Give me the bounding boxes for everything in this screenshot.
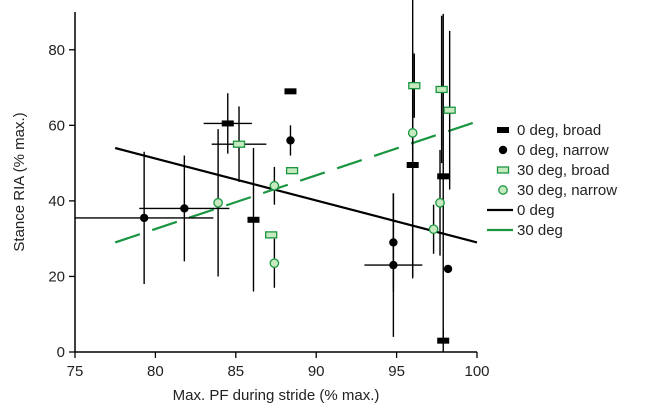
point-30-deg-narrow	[407, 128, 418, 138]
x-tick-label: 100	[464, 363, 489, 380]
point-30-deg-narrow	[269, 258, 280, 269]
point-0-deg-narrow	[389, 260, 398, 270]
point-0-deg-broad	[437, 173, 450, 180]
legend-label: 0 deg	[517, 202, 555, 219]
x-tick-label: 90	[308, 363, 325, 380]
x-tick-label: 95	[388, 363, 405, 380]
y-tick-label: 60	[48, 117, 65, 134]
error-bars	[75, 0, 451, 352]
point-0-deg-broad	[247, 216, 260, 223]
fit-line-30-deg	[114, 120, 478, 244]
legend-label: 0 deg, narrow	[517, 142, 609, 159]
x-tick-label: 85	[227, 363, 244, 380]
point-30-deg-broad	[408, 82, 421, 90]
axes	[74, 12, 477, 353]
y-tick-label: 0	[57, 344, 65, 361]
data-markers	[139, 82, 456, 344]
x-axis-label: Max. PF during stride (% max.)	[173, 387, 380, 404]
y-tick-label: 40	[48, 193, 65, 210]
legend-marker	[497, 127, 509, 133]
legend-label: 30 deg	[517, 222, 563, 239]
point-0-deg-narrow	[180, 204, 189, 213]
legend-label: 0 deg, broad	[517, 122, 601, 139]
y-tick-label: 80	[48, 42, 65, 59]
point-0-deg-broad	[406, 162, 419, 168]
point-30-deg-narrow	[428, 224, 439, 235]
legend: 0 deg, broad 0 deg, narrow 30 deg, broad 30…	[487, 122, 617, 239]
point-30-deg-broad	[232, 140, 246, 148]
point-30-deg-broad	[265, 231, 278, 239]
legend-marker	[498, 185, 508, 195]
point-0-deg-broad	[437, 337, 450, 344]
point-0-deg-broad	[221, 120, 234, 127]
legend-marker	[496, 166, 510, 174]
tick-marks: 75 80 85 90 95 100 0 20 40 60 80	[48, 42, 489, 380]
fit-lines	[114, 120, 478, 244]
legend-label: 30 deg, broad	[517, 162, 610, 179]
legend-marker	[498, 145, 508, 155]
point-30-deg-narrow	[435, 197, 445, 208]
point-0-deg-narrow	[139, 213, 149, 223]
point-0-deg-broad	[284, 88, 297, 95]
point-30-deg-broad	[443, 106, 456, 114]
point-30-deg-narrow	[269, 180, 280, 191]
point-30-deg-narrow	[213, 197, 223, 208]
legend-label: 30 deg, narrow	[517, 182, 617, 199]
point-30-deg-broad	[285, 167, 299, 175]
point-0-deg-narrow	[389, 238, 398, 247]
y-tick-label: 20	[48, 268, 65, 285]
y-axis-label: Stance RIA (% max.)	[11, 112, 28, 251]
x-tick-label: 80	[147, 363, 164, 380]
point-0-deg-narrow	[286, 136, 295, 145]
point-30-deg-broad	[435, 85, 448, 94]
point-0-deg-narrow	[443, 264, 453, 274]
x-tick-label: 75	[67, 363, 84, 380]
fit-line-0-deg	[114, 146, 478, 244]
